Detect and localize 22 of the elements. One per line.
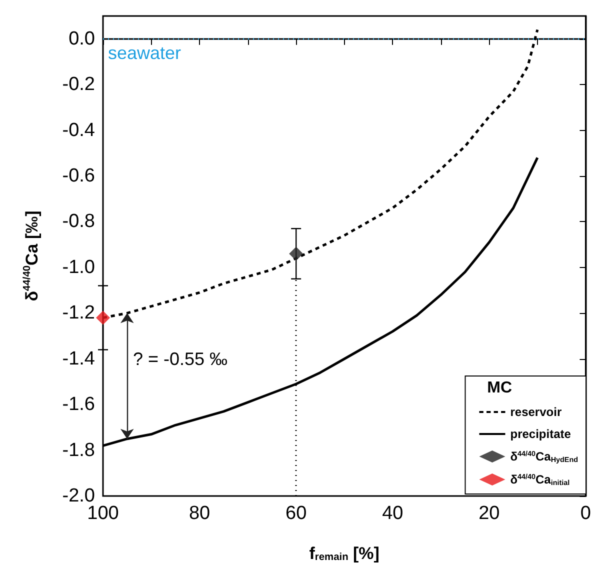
x-tick-label: 20 [478, 503, 500, 524]
y-tick-label: -1.0 [62, 256, 95, 278]
y-tick-label: -1.4 [62, 348, 96, 370]
y-tick-label: -0.6 [62, 166, 95, 186]
y-tick-label: -1.6 [62, 394, 95, 416]
x-axis-title: fremain [%] [309, 544, 380, 563]
y-tick-label: -0.4 [62, 120, 96, 141]
x-tick-label: 0 [580, 503, 592, 524]
legend-title: MC [487, 380, 512, 396]
annotation: ? = -0.55 ‰ [133, 349, 228, 369]
y-tick-label: 0.0 [68, 28, 95, 50]
y-tick-label: -1.8 [62, 440, 95, 461]
y-tick-label: -1.2 [62, 302, 95, 324]
y-tick-label: -0.8 [62, 211, 95, 232]
legend-label: reservoir [510, 405, 562, 419]
x-tick-label: 80 [188, 503, 210, 524]
x-tick-label: 60 [286, 503, 307, 524]
x-tick-label: 40 [382, 503, 404, 524]
y-tick-label: -0.2 [62, 74, 95, 96]
ref-line-label: seawater [108, 42, 182, 63]
y-axis-title: δ44/40Ca [‰] [22, 210, 42, 302]
legend-label: precipitate [510, 427, 572, 441]
